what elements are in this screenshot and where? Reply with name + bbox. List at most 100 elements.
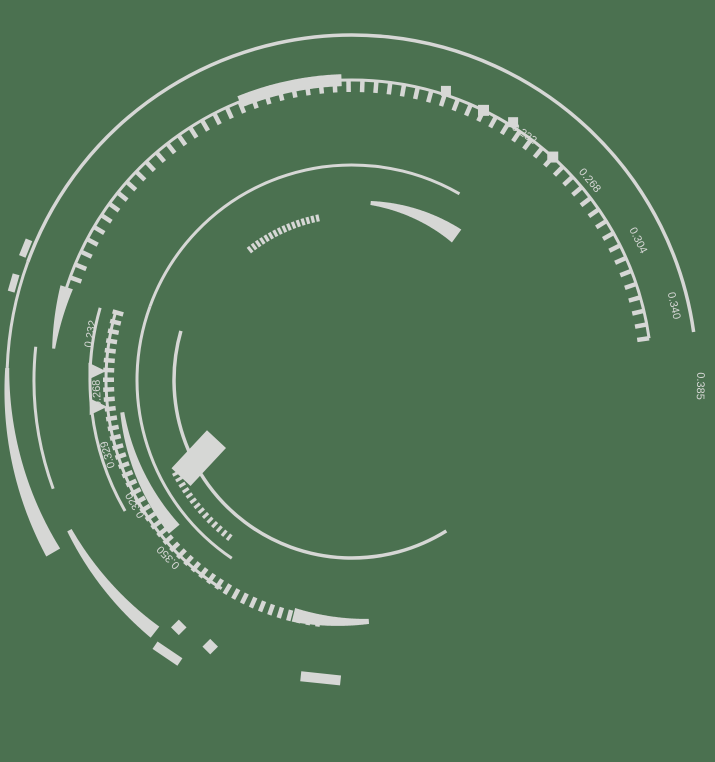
tick-mark xyxy=(222,583,233,596)
arc-layer xyxy=(4,33,696,638)
tick-mark xyxy=(305,216,311,225)
tick-mark xyxy=(634,322,648,329)
tick-ring-thick-cap xyxy=(52,285,73,349)
lower-thick-sweep xyxy=(120,412,180,534)
inner-upper-tick-ring xyxy=(246,214,320,254)
tick-mark xyxy=(197,507,205,515)
tick-mark xyxy=(237,100,247,114)
tick-mark xyxy=(175,476,183,483)
tick-mark xyxy=(144,511,157,522)
tick-mark xyxy=(587,207,601,219)
radial-value-label: 0.232 xyxy=(83,319,100,348)
tick-mark xyxy=(281,225,288,233)
tick-mark xyxy=(214,578,225,590)
tick-mark xyxy=(129,487,142,497)
guide-arc-inner-top xyxy=(148,163,461,307)
radial-value-label: 0.268 xyxy=(91,379,104,407)
triangle-marker xyxy=(89,398,108,416)
tick-mark xyxy=(277,88,285,102)
radial-value-label: 0.385 xyxy=(694,372,706,400)
tick-mark xyxy=(92,225,106,236)
tick-mark xyxy=(595,219,608,230)
tick-mark xyxy=(425,90,434,103)
tick-mark xyxy=(178,481,187,489)
tick-mark xyxy=(104,405,116,412)
tick-mark xyxy=(224,106,234,120)
outer-thick-sweep-left xyxy=(4,367,61,557)
tick-mark xyxy=(200,119,210,132)
tick-mark xyxy=(315,214,320,222)
tick-mark xyxy=(522,138,533,151)
tick-mark xyxy=(109,433,122,441)
tick-mark xyxy=(257,600,267,613)
tick-mark xyxy=(231,588,241,600)
edge-bar-marker xyxy=(300,671,342,686)
tick-mark xyxy=(511,130,522,143)
tick-mark xyxy=(451,98,460,112)
tick-mark xyxy=(254,239,262,248)
tick-mark xyxy=(601,231,615,241)
tick-mark xyxy=(74,262,88,272)
tick-mark xyxy=(624,281,637,290)
tick-mark xyxy=(86,237,99,247)
tick-mark xyxy=(263,234,270,243)
tick-mark xyxy=(239,592,249,605)
tick-mark xyxy=(248,596,258,609)
tick-mark xyxy=(107,424,120,432)
tick-mark xyxy=(165,142,177,155)
tick-mark xyxy=(134,169,147,182)
tick-mark xyxy=(272,229,279,238)
segment-block-marker xyxy=(171,430,226,486)
tick-mark xyxy=(139,503,152,514)
tick-mark xyxy=(263,91,272,105)
tick-mark xyxy=(183,554,194,567)
tick-mark xyxy=(103,396,115,402)
tick-mark xyxy=(212,112,222,126)
tick-mark xyxy=(105,338,118,345)
tick-mark xyxy=(69,275,83,284)
tick-mark xyxy=(201,511,210,520)
top-highlight-bar xyxy=(237,74,342,108)
guide-arc-inner-left xyxy=(135,305,233,560)
square-marker xyxy=(547,151,559,163)
tick-mark xyxy=(111,443,124,451)
tick-mark xyxy=(438,93,447,107)
tick-mark xyxy=(250,96,259,109)
tick-mark xyxy=(631,308,645,316)
tick-mark xyxy=(636,336,650,343)
tick-mark xyxy=(267,603,276,616)
tick-mark xyxy=(144,160,156,173)
tick-mark xyxy=(295,611,303,624)
tick-mark xyxy=(562,175,575,187)
tick-mark xyxy=(250,242,258,251)
guide-arc-core-right xyxy=(172,330,448,560)
tick-mark xyxy=(552,165,565,177)
tick-mark xyxy=(286,609,294,622)
lower-tick-ring xyxy=(102,309,322,627)
tick-mark xyxy=(412,86,420,100)
tick-mark xyxy=(206,516,214,524)
tick-mark xyxy=(175,548,187,560)
square-marker xyxy=(269,85,280,96)
guide-arc-outer-top xyxy=(26,33,696,333)
tick-mark xyxy=(310,215,316,224)
tick-mark xyxy=(628,295,642,303)
tick-mark xyxy=(295,219,301,228)
guide-arc-far-left-outer xyxy=(5,261,30,369)
tick-mark xyxy=(488,115,498,129)
tick-mark xyxy=(608,243,622,253)
tick-mark xyxy=(305,613,312,626)
tick-mark xyxy=(198,567,209,579)
inner-tapered-flare xyxy=(370,200,462,243)
tick-mark xyxy=(499,122,510,136)
tick-mark xyxy=(134,495,147,505)
tick-mark xyxy=(614,255,627,265)
edge-bar-marker xyxy=(152,641,183,666)
tick-mark xyxy=(571,185,584,197)
tick-mark xyxy=(267,231,275,240)
tick-mark xyxy=(290,85,298,99)
tick-mark xyxy=(190,561,202,573)
tick-mark xyxy=(300,218,306,226)
triangle-marker xyxy=(88,362,106,380)
